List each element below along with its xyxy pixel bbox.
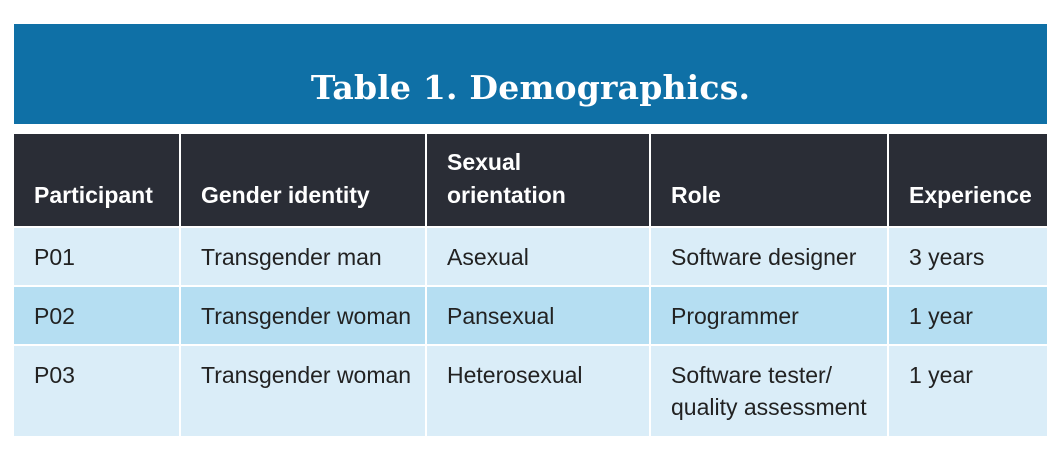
cell-role: Software tester/quality assessment <box>649 344 888 436</box>
cell-gender-identity: Transgender woman <box>179 344 426 436</box>
demographics-table: Participant Gender identity Sexual orient… <box>14 124 1047 436</box>
header-sexual-orientation-line2: orientation <box>447 182 566 208</box>
cell-sexual-orientation: Asexual <box>425 226 650 286</box>
cell-sexual-orientation: Pansexual <box>425 285 650 345</box>
cell-role: Software designer <box>649 226 888 286</box>
cell-experience: 3 years <box>887 226 1047 286</box>
header-experience: Experience <box>887 124 1047 227</box>
cell-experience: 1 year <box>887 285 1047 345</box>
table-row: P02 Transgender woman Pansexual Programm… <box>14 285 1047 345</box>
cell-gender-identity: Transgender man <box>179 226 426 286</box>
demographics-table-container: Table 1. Demographics. Participant Gende… <box>14 24 1047 436</box>
header-gender-identity: Gender identity <box>179 124 426 227</box>
table-header-row: Participant Gender identity Sexual orient… <box>14 124 1047 227</box>
cell-role-line1: Software designer <box>671 244 857 270</box>
cell-role-line1: Programmer <box>671 303 799 329</box>
cell-role-line1: Software tester/ <box>671 362 833 388</box>
cell-sexual-orientation: Heterosexual <box>425 344 650 436</box>
header-participant: Participant <box>14 124 180 227</box>
cell-participant: P03 <box>14 344 180 436</box>
table-row: P03 Transgender woman Heterosexual Softw… <box>14 344 1047 436</box>
cell-role: Programmer <box>649 285 888 345</box>
cell-experience: 1 year <box>887 344 1047 436</box>
cell-participant: P02 <box>14 285 180 345</box>
table-row: P01 Transgender man Asexual Software des… <box>14 226 1047 286</box>
header-sexual-orientation-line1: Sexual <box>447 149 522 175</box>
table-title-bar: Table 1. Demographics. <box>14 24 1047 124</box>
cell-gender-identity: Transgender woman <box>179 285 426 345</box>
cell-role-line2: quality assessment <box>671 394 867 420</box>
header-role: Role <box>649 124 888 227</box>
header-sexual-orientation: Sexual orientation <box>425 124 650 227</box>
cell-participant: P01 <box>14 226 180 286</box>
table-title: Table 1. Demographics. <box>310 68 751 107</box>
